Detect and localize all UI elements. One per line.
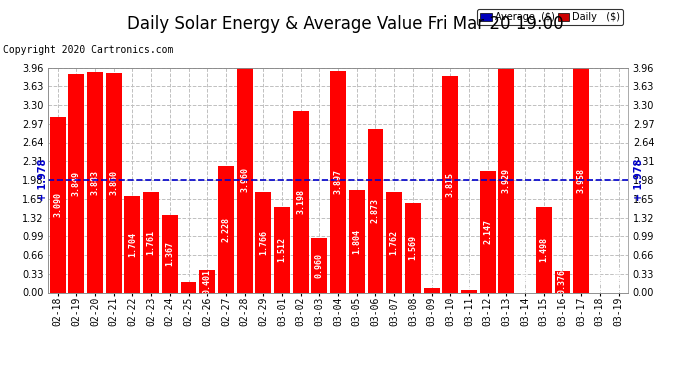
Text: + 1.978: + 1.978 <box>633 159 644 201</box>
Text: 1.761: 1.761 <box>147 230 156 255</box>
Text: 0.191: 0.191 <box>184 255 193 280</box>
Text: 1.762: 1.762 <box>390 230 399 255</box>
Text: 3.897: 3.897 <box>333 169 343 194</box>
Text: 3.929: 3.929 <box>502 168 511 194</box>
Text: 2.228: 2.228 <box>221 217 230 242</box>
Bar <box>555 271 571 292</box>
Text: 0.401: 0.401 <box>203 268 212 294</box>
Bar <box>311 238 327 292</box>
Text: + 1.978: + 1.978 <box>39 159 48 201</box>
Bar <box>442 76 458 292</box>
Bar <box>50 117 66 292</box>
Bar <box>536 207 552 292</box>
Bar <box>480 171 495 292</box>
Text: 0.376: 0.376 <box>558 269 567 294</box>
Text: 0.049: 0.049 <box>464 263 473 288</box>
Text: 3.860: 3.860 <box>109 170 118 195</box>
Text: 3.815: 3.815 <box>446 172 455 196</box>
Bar <box>424 288 440 292</box>
Bar <box>293 111 308 292</box>
Bar <box>181 282 197 292</box>
Bar <box>386 192 402 292</box>
Text: 1.569: 1.569 <box>408 236 417 260</box>
Text: 1.512: 1.512 <box>277 237 286 262</box>
Text: Daily Solar Energy & Average Value Fri Mar 20 19:00: Daily Solar Energy & Average Value Fri M… <box>127 15 563 33</box>
Bar <box>144 192 159 292</box>
Bar <box>218 166 234 292</box>
Bar <box>274 207 290 292</box>
Text: 3.090: 3.090 <box>53 192 62 217</box>
Text: Copyright 2020 Cartronics.com: Copyright 2020 Cartronics.com <box>3 45 174 55</box>
Text: 1.498: 1.498 <box>540 237 549 262</box>
Bar <box>349 190 365 292</box>
Text: 1.367: 1.367 <box>166 241 175 266</box>
Text: 3.958: 3.958 <box>577 168 586 192</box>
Text: 0.000: 0.000 <box>520 267 529 292</box>
Bar <box>573 68 589 292</box>
Text: 2.873: 2.873 <box>371 198 380 223</box>
Text: 0.075: 0.075 <box>427 261 436 286</box>
Text: 0.960: 0.960 <box>315 253 324 278</box>
Text: 3.883: 3.883 <box>90 170 99 195</box>
Bar <box>368 129 384 292</box>
Bar <box>498 69 514 292</box>
Bar <box>405 203 421 292</box>
Text: 1.804: 1.804 <box>353 229 362 254</box>
Text: 0.000: 0.000 <box>614 267 623 292</box>
Text: 0.000: 0.000 <box>595 267 604 292</box>
Bar <box>461 290 477 292</box>
Bar <box>330 71 346 292</box>
Text: 3.960: 3.960 <box>240 168 249 192</box>
Bar <box>237 68 253 292</box>
Bar <box>255 192 271 292</box>
Bar <box>87 72 103 292</box>
Bar <box>162 215 178 292</box>
Bar <box>68 74 84 292</box>
Text: 2.147: 2.147 <box>483 219 492 244</box>
Bar <box>124 196 140 292</box>
Text: 1.704: 1.704 <box>128 232 137 256</box>
Text: 3.849: 3.849 <box>72 171 81 196</box>
Bar <box>199 270 215 292</box>
Text: 1.766: 1.766 <box>259 230 268 255</box>
Legend: Average  ($), Daily   ($): Average ($), Daily ($) <box>477 9 623 25</box>
Bar <box>106 73 121 292</box>
Text: 3.198: 3.198 <box>296 189 305 214</box>
